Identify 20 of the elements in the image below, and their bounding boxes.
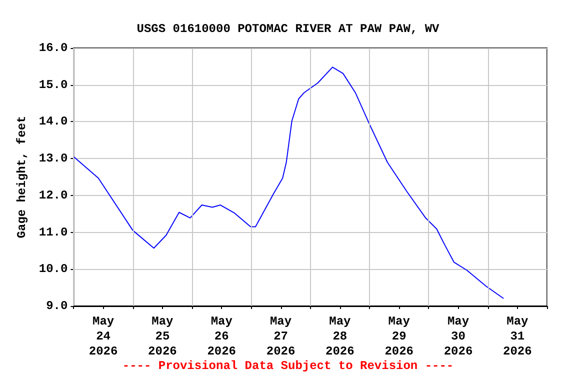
x-tick-label: May 29 2026 — [384, 314, 414, 358]
y-tick-label: 13.0 — [38, 152, 68, 166]
y-tick-label: 14.0 — [38, 114, 68, 129]
text: ---- Provisional Data Subject to Revision ---- — [122, 359, 454, 373]
y-tick-label: 10.0 — [38, 262, 68, 276]
x-tick-label: May 30 2026 — [444, 314, 473, 358]
x-tick-label: May 24 2026 — [88, 314, 118, 358]
y-tick-label: 9.0 — [46, 299, 68, 313]
y-tick-label: 15.0 — [38, 78, 68, 92]
x-tick-label: May 28 2026 — [326, 314, 354, 358]
y-axis-title: Gage height, feet — [15, 116, 29, 238]
chart-title: USGS 01610000 POTOMAC RIVER AT PAW PAW, WV — [136, 22, 440, 36]
x-tick-label: May 27 2026 — [266, 314, 296, 358]
line-series — [73, 66, 504, 299]
x-tick-label: May 25 2026 — [148, 314, 177, 358]
x-tick-label: May 26 2026 — [207, 314, 236, 358]
y-tick-label: 11.0 — [38, 225, 68, 240]
y-tick-label: 16.0 — [38, 41, 68, 55]
y-tick-label: 12.0 — [38, 188, 68, 202]
x-tick-label: May 31 2026 — [503, 314, 532, 358]
